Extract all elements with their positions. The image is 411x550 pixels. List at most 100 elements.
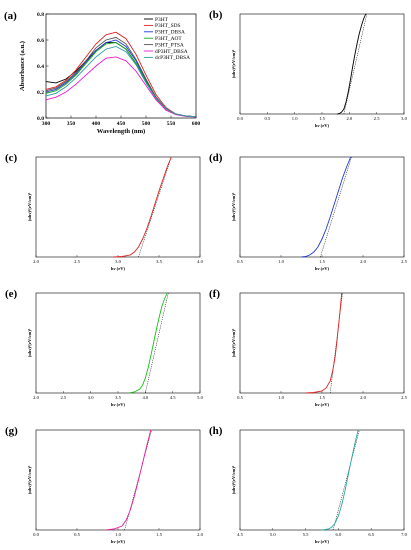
x-axis-label: hν (eV) <box>315 402 330 407</box>
legend-entry: dcP3HT_DBSA <box>155 55 190 61</box>
panel-label: (g) <box>5 425 18 437</box>
y-axis-label: (αhν)²(eV/cm)² <box>231 328 236 357</box>
x-tick-label: 0.5 <box>237 395 243 400</box>
x-tick-label: 6.0 <box>336 532 342 537</box>
legend-entry: P3HT_SDS <box>155 23 180 29</box>
x-tick-label: 3.0 <box>115 259 121 264</box>
x-tick-label: 1.5 <box>156 532 162 537</box>
x-tick-label: 0.5 <box>264 116 270 121</box>
x-axis-label: hν (eV) <box>111 266 126 271</box>
x-tick-label: 400 <box>92 121 101 127</box>
legend-entry: dP3HT_DBSA <box>155 49 188 55</box>
tangent-line <box>343 13 368 115</box>
tauc-curve <box>113 156 172 258</box>
x-axis-label: Wavelength (nm) <box>97 128 146 135</box>
tauc-curve <box>301 156 352 258</box>
plot-frame <box>239 292 405 394</box>
panel-label: (b) <box>209 9 223 21</box>
plot-frame <box>35 292 201 394</box>
panel-label: (f) <box>209 288 220 300</box>
y-axis-label: (αhν)²(eV/cm)² <box>231 49 236 78</box>
x-tick-label: 2.0 <box>197 532 203 537</box>
plot-frame <box>239 156 405 258</box>
x-tick-label: 500 <box>142 121 151 127</box>
x-tick-label: 3.5 <box>156 259 162 264</box>
y-tick-label: 0.0 <box>37 116 44 122</box>
x-tick-label: 450 <box>117 121 126 127</box>
x-tick-label: 3.0 <box>88 395 94 400</box>
plot-frame <box>35 156 201 258</box>
x-tick-label: 1.0 <box>115 532 121 537</box>
panel-d: (d) 0.5 1.0 1.5 2.0 2.5 hν (eV) (αhν)²(eV/cm)² <box>209 152 408 271</box>
y-axis-label: (αhν)²(eV/cm)² <box>231 465 236 494</box>
tangent-line <box>138 156 172 258</box>
y-axis-label: (αhν)²(eV/cm)² <box>231 192 236 221</box>
x-tick-label: 5.5 <box>303 532 309 537</box>
x-axis-label: hν (eV) <box>111 539 126 544</box>
x-tick-label: 5.0 <box>197 395 203 400</box>
tauc-curve <box>321 429 359 531</box>
panel-label: (c) <box>5 152 18 164</box>
panel-label: (e) <box>5 288 18 300</box>
panel-f: (f) 0.5 1.0 1.5 2.0 2.5 hν (eV) (αhν)²(eV/cm)² <box>209 288 408 407</box>
panel-g: (g) 0.0 0.5 1.0 1.5 2.0 hν (eV) (αhν)²(eV/cm)² <box>5 425 204 544</box>
panel-label: (h) <box>209 425 223 437</box>
tauc-curve <box>337 13 367 115</box>
y-tick-label: 0.6 <box>37 38 44 44</box>
x-tick-label: 350 <box>67 121 76 127</box>
x-axis-label: hν (eV) <box>111 402 126 407</box>
x-tick-label: 2.5 <box>60 395 66 400</box>
panel-label: (a) <box>4 10 17 22</box>
x-tick-label: 1.0 <box>278 395 284 400</box>
y-axis-label: (αhν)²(eV/cm)² <box>27 465 32 494</box>
tangent-line <box>332 429 360 531</box>
x-tick-label: 2.5 <box>74 259 80 264</box>
x-tick-label: 2.5 <box>401 395 407 400</box>
tangent-line <box>145 292 169 394</box>
x-tick-label: 3.5 <box>115 395 121 400</box>
y-tick-label: 0.2 <box>37 90 44 96</box>
tauc-curve <box>105 429 152 531</box>
x-axis-label: hν (eV) <box>315 123 330 128</box>
series-line <box>45 31 197 118</box>
legend-entry: P3HT_PTSA <box>155 42 184 48</box>
series-line <box>45 46 197 118</box>
x-tick-label: 2.0 <box>33 259 39 264</box>
panel-e: (e) 2.0 2.5 3.0 3.5 4.0 4.5 5.0 hν (eV) (αhν)²(eV… <box>5 288 204 407</box>
tauc-curve <box>128 292 168 394</box>
x-axis-label: hν (eV) <box>315 266 330 271</box>
x-tick-label: 1.5 <box>319 395 325 400</box>
x-tick-label: 7.0 <box>401 532 407 537</box>
plot-frame <box>239 429 405 531</box>
x-tick-label: 1.0 <box>292 116 298 121</box>
x-tick-label: 5.0 <box>270 532 276 537</box>
panel-c: (c) 2.0 2.5 3.0 3.5 4.0 hν (eV) (αhν)²(eV/cm)² <box>5 152 204 271</box>
plot-frame <box>35 429 201 531</box>
x-tick-label: 2.5 <box>401 259 407 264</box>
x-axis-label: hν (eV) <box>315 539 330 544</box>
x-tick-label: 0.0 <box>33 532 39 537</box>
legend-entry: P3HT_DBSA <box>155 30 185 36</box>
y-tick-label: 0.4 <box>37 64 44 70</box>
x-tick-label: 2.0 <box>360 259 366 264</box>
tauc-curve <box>305 292 343 394</box>
x-tick-label: 0.5 <box>237 259 243 264</box>
legend-entry: P3HT <box>155 17 169 23</box>
y-axis-label: Absorbance (a.u.) <box>19 41 26 91</box>
y-tick-label: 0.8 <box>37 12 44 18</box>
x-tick-label: 600 <box>192 121 201 127</box>
x-tick-label: 4.5 <box>237 532 243 537</box>
tangent-line <box>320 156 352 258</box>
x-tick-label: 1.0 <box>278 259 284 264</box>
x-tick-label: 4.0 <box>197 259 203 264</box>
x-tick-label: 2.0 <box>360 395 366 400</box>
panel-h: (h) 4.5 5.0 5.5 6.0 6.5 7.0 hν (eV) (αhν)²(eV/cm… <box>209 425 408 544</box>
x-tick-label: 1.5 <box>319 259 325 264</box>
y-axis-label: (αhν)²(eV/cm)² <box>27 328 32 357</box>
plot-frame <box>239 13 405 115</box>
x-tick-label: 6.5 <box>368 532 374 537</box>
x-tick-label: 550 <box>167 121 176 127</box>
x-tick-label: 0.5 <box>74 532 80 537</box>
x-tick-label: 1.5 <box>319 116 325 121</box>
